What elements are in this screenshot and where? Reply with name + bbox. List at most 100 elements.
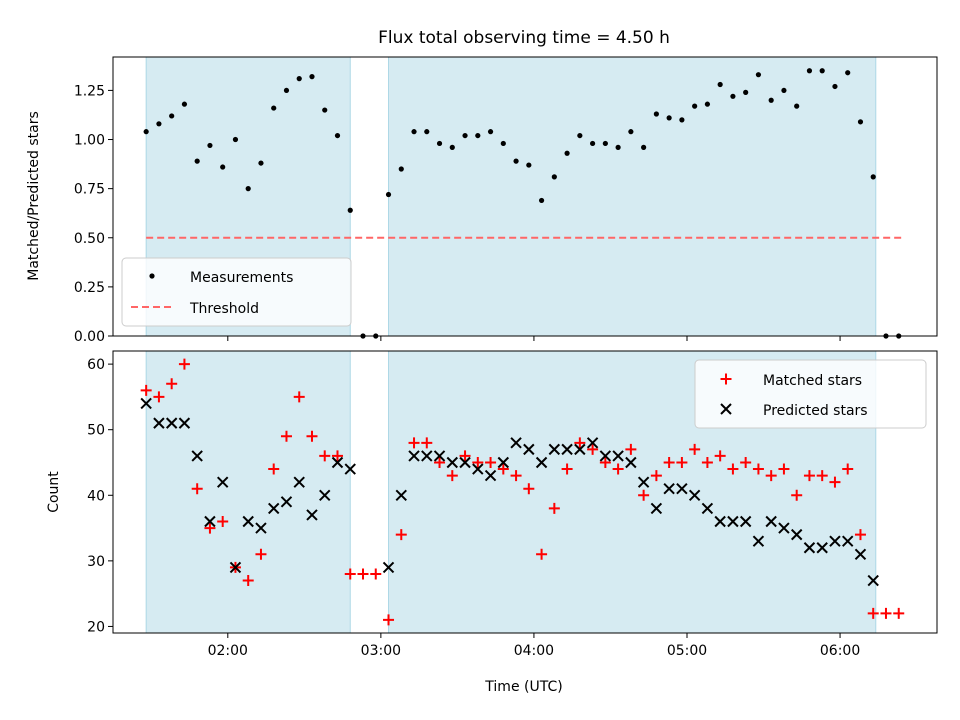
predicted-stars-point: [561, 443, 573, 456]
measurement-point: [730, 93, 736, 99]
legend-label-threshold: Threshold: [189, 301, 259, 317]
matched-stars-point: [650, 470, 662, 482]
predicted-stars-point: [204, 515, 216, 528]
predicted-stars-point: [421, 450, 433, 462]
matched-stars-point: [612, 463, 624, 475]
predicted-stars-point: [765, 515, 777, 528]
measurement-point: [500, 140, 506, 147]
legend-label-measurements: Measurements: [190, 270, 293, 286]
measurement-point: [641, 144, 647, 150]
measurement-point: [462, 132, 468, 139]
predicted-stars-point: [178, 417, 191, 429]
matched-stars-point: [204, 522, 216, 534]
predicted-stars-point: [497, 456, 510, 469]
predicted-stars-point: [548, 443, 561, 456]
matched-stars-point: [548, 502, 560, 514]
matched-stars-point: [536, 548, 548, 560]
chart-title: Flux total observing time = 4.50 h: [378, 28, 670, 48]
predicted-stars-point: [790, 528, 803, 541]
measurement-point: [487, 129, 494, 135]
y-tick-label: 60: [87, 357, 105, 373]
measurement-point: [398, 166, 404, 172]
measurement-point: [704, 101, 711, 107]
predicted-stars-point: [612, 450, 624, 462]
matched-stars-point: [446, 470, 458, 482]
matched-stars-point: [497, 463, 509, 475]
predicted-stars-point: [803, 542, 816, 554]
matched-stars-point: [434, 456, 446, 468]
matched-stars-point: [867, 607, 879, 619]
matched-stars-point: [268, 463, 280, 475]
measurement-point: [564, 150, 570, 156]
top-y-axis-label: Matched/Predicted stars: [26, 111, 42, 281]
legend-box: [694, 359, 927, 429]
predicted-stars-point: [727, 515, 739, 528]
y-tick-label: 1.25: [74, 83, 105, 99]
measurement-point: [590, 140, 596, 147]
y-tick-label: 20: [87, 619, 105, 635]
predicted-stars-point: [663, 483, 675, 495]
measurement-point: [577, 132, 583, 139]
measurement-point: [538, 197, 545, 204]
matched-stars-point: [842, 463, 854, 475]
predicted-stars-point: [586, 437, 599, 449]
legend-marker-matched: [720, 373, 732, 385]
legend: Matched stars Predicted stars: [694, 359, 927, 429]
legend-marker-measurements: [149, 273, 155, 279]
measurement-point: [806, 68, 813, 74]
predicted-stars-point: [306, 509, 318, 521]
predicted-stars-point: [280, 496, 293, 508]
predicted-stars-point: [153, 417, 165, 429]
measurement-point: [156, 121, 162, 127]
predicted-stars-point: [229, 561, 242, 574]
matched-stars-point: [599, 456, 611, 468]
measurement-point: [513, 158, 519, 164]
predicted-stars-point: [331, 456, 344, 469]
measurement-point: [436, 140, 443, 147]
top-panel: 0.00 0.25 0.50 0.75 1.00 1.25 Measurements Thre…: [74, 56, 938, 345]
measurement-point: [832, 83, 838, 90]
measurement-point: [169, 113, 175, 119]
matched-stars-point: [778, 463, 790, 475]
matched-stars-point: [306, 430, 318, 442]
measurement-point: [258, 160, 264, 166]
matched-stars-point: [191, 483, 203, 495]
matched-stars-point: [383, 614, 395, 626]
y-tick-label: 1.00: [74, 133, 105, 149]
matched-stars-point: [727, 463, 739, 475]
predicted-stars-point: [382, 561, 395, 574]
measurement-point: [781, 87, 787, 94]
measurement-point: [232, 136, 239, 143]
predicted-stars-point: [535, 456, 548, 469]
measurement-point: [819, 68, 825, 74]
x-tick-label: 04:00: [514, 643, 554, 659]
predicted-stars-point: [625, 456, 637, 469]
matched-stars-point: [803, 470, 815, 482]
predicted-stars-point: [319, 489, 331, 501]
measurement-point: [449, 144, 455, 150]
matched-stars-point: [408, 437, 420, 449]
measurement-point: [411, 129, 417, 135]
matched-stars-point: [893, 607, 905, 619]
measurement-point: [194, 158, 200, 164]
legend-box: [121, 257, 352, 327]
measurement-point: [768, 97, 774, 103]
measurement-point: [602, 140, 608, 147]
measurement-point: [271, 105, 277, 111]
matched-stars-point: [293, 391, 305, 403]
predicted-stars-point: [714, 515, 726, 528]
predicted-stars-point: [599, 450, 612, 462]
matched-stars-point: [166, 378, 178, 390]
predicted-stars-point: [752, 535, 765, 547]
measurement-point: [794, 103, 800, 109]
predicted-stars-point: [523, 443, 535, 456]
predicted-stars-point: [816, 542, 828, 554]
predicted-stars-point: [268, 502, 280, 515]
measurement-point: [679, 117, 685, 123]
predicted-stars-point: [459, 456, 471, 469]
matched-stars-point: [854, 529, 866, 541]
measurement-point: [296, 76, 302, 82]
y-tick-label: 0.00: [74, 329, 105, 345]
matched-stars-point: [242, 575, 254, 587]
predicted-stars-point: [650, 502, 663, 515]
